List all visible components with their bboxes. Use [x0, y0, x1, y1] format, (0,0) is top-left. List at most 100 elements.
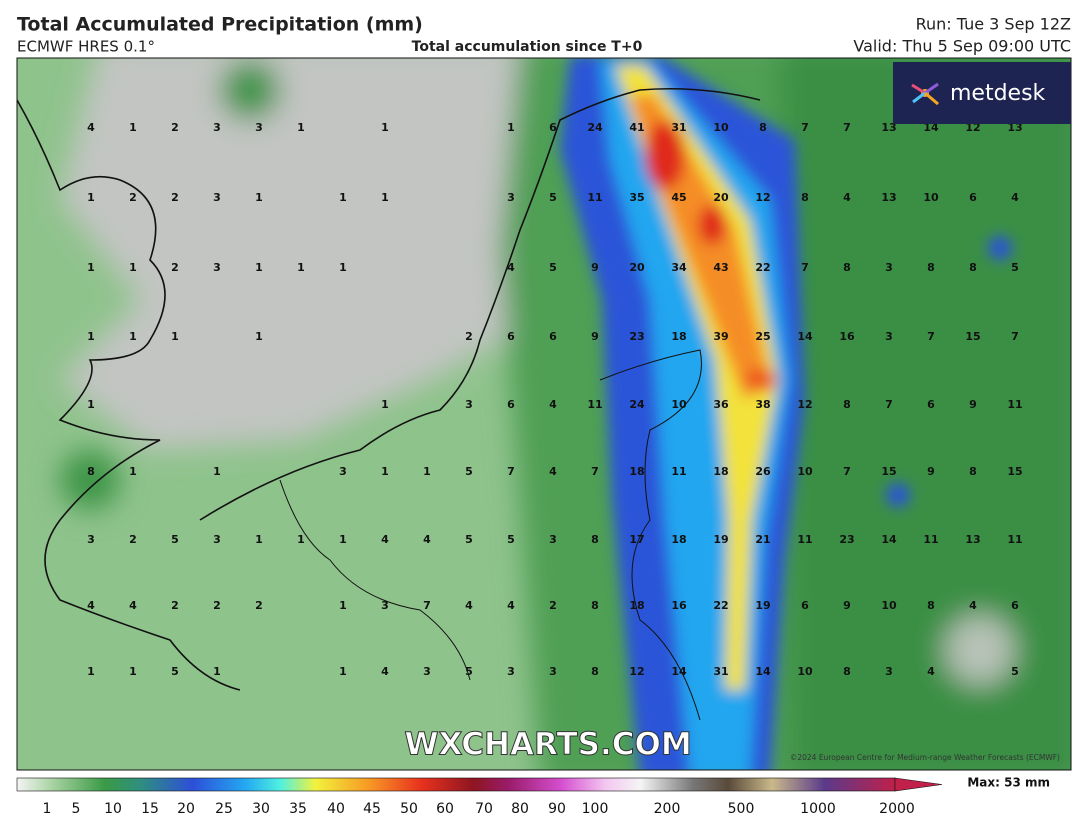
logo-icon — [911, 82, 939, 106]
grid-value: 8 — [759, 121, 767, 134]
grid-value: 25 — [755, 330, 770, 343]
grid-value: 4 — [1011, 191, 1019, 204]
grid-value: 4 — [843, 191, 851, 204]
grid-value: 5 — [465, 465, 473, 478]
grid-value: 2 — [213, 599, 221, 612]
grid-value: 1 — [213, 465, 221, 478]
grid-value: 3 — [549, 533, 557, 546]
grid-value: 18 — [671, 533, 686, 546]
grid-value: 36 — [713, 398, 729, 411]
grid-value: 1 — [339, 261, 347, 274]
grid-value: 4 — [381, 533, 389, 546]
grid-value: 1 — [129, 121, 137, 134]
grid-value: 2 — [171, 191, 179, 204]
copyright: ©2024 European Centre for Medium-range W… — [790, 753, 1060, 762]
grid-value: 4 — [507, 261, 515, 274]
grid-value: 4 — [465, 599, 473, 612]
grid-value: 3 — [213, 121, 221, 134]
band-red — [744, 368, 776, 392]
grid-value: 2 — [171, 121, 179, 134]
band-red — [698, 205, 726, 245]
grid-value: 13 — [1007, 121, 1022, 134]
grid-value: 3 — [423, 665, 431, 678]
colorbar-labels: 1 5 10 15 20 25 30 35 40 45 50 60 70 80 90 100 200 500 100… — [43, 801, 915, 817]
grid-value: 8 — [591, 599, 599, 612]
grid-value: 11 — [587, 398, 602, 411]
grid-value: 4 — [381, 665, 389, 678]
grid-value: 20 — [713, 191, 729, 204]
grid-value: 22 — [755, 261, 770, 274]
grid-value: 1 — [255, 261, 263, 274]
title: Total Accumulated Precipitation (mm) — [17, 14, 423, 36]
colorbar-label: 200 — [654, 801, 681, 817]
grid-value: 5 — [171, 533, 179, 546]
coast-continent — [199, 87, 761, 521]
colorbar-label: 100 — [582, 801, 609, 817]
grid-value: 7 — [843, 121, 851, 134]
run: Run: Tue 3 Sep 12Z — [916, 15, 1071, 34]
grid-value: 1 — [255, 191, 263, 204]
grid-value: 3 — [507, 191, 515, 204]
grid-value: 14 — [923, 121, 939, 134]
coastlines — [17, 87, 761, 721]
grid-value: 8 — [843, 261, 851, 274]
colorbar-label: 2000 — [879, 801, 915, 817]
colorbar-label: 90 — [548, 801, 566, 817]
grid-value: 12 — [629, 665, 644, 678]
grid-value: 10 — [797, 465, 813, 478]
grid-value: 15 — [1007, 465, 1022, 478]
grid-value: 3 — [213, 191, 221, 204]
logo-text: metdesk — [950, 81, 1046, 106]
grid-value: 31 — [671, 121, 686, 134]
colorbar-label: 40 — [327, 801, 345, 817]
grid-value: 14 — [881, 533, 897, 546]
grid-value: 7 — [801, 261, 809, 274]
colorbar — [16, 777, 896, 792]
grid-value: 8 — [843, 398, 851, 411]
grid-value: 5 — [465, 665, 473, 678]
grid-value: 11 — [587, 191, 602, 204]
grid-value: 12 — [755, 191, 770, 204]
grid-value: 19 — [713, 533, 728, 546]
grid-value: 10 — [713, 121, 729, 134]
max-label: Max: 53 mm — [967, 776, 1050, 790]
grid-value: 1 — [87, 261, 95, 274]
grid-value: 7 — [843, 465, 851, 478]
grid-value: 45 — [671, 191, 686, 204]
grid-value: 3 — [213, 533, 221, 546]
grid-value: 7 — [1011, 330, 1019, 343]
grid-value: 35 — [629, 191, 644, 204]
colorbar-label: 1000 — [800, 801, 836, 817]
grid-value: 8 — [927, 599, 935, 612]
grid-value: 4 — [927, 665, 935, 678]
colorbar-label: 70 — [475, 801, 493, 817]
grid-value: 43 — [713, 261, 728, 274]
grid-value: 7 — [927, 330, 935, 343]
grid-value: 23 — [839, 533, 854, 546]
grid-value: 13 — [881, 121, 896, 134]
grid-value: 8 — [801, 191, 809, 204]
spot — [60, 450, 120, 510]
grid-value: 1 — [297, 533, 305, 546]
grid-value: 5 — [1011, 261, 1019, 274]
grid-value: 2 — [549, 599, 557, 612]
grid-value: 10 — [797, 665, 813, 678]
grid-value: 1 — [129, 261, 137, 274]
grid-value: 15 — [881, 465, 896, 478]
grid-value: 1 — [87, 398, 95, 411]
dry-area — [60, 58, 520, 450]
grid-value: 2 — [465, 330, 473, 343]
grid-value: 1 — [381, 191, 389, 204]
grid-value: 1 — [255, 330, 263, 343]
grid-value: 1 — [423, 465, 431, 478]
grid-value: 24 — [629, 398, 645, 411]
colorbar-arrow — [894, 777, 943, 792]
colorbar-label: 35 — [289, 801, 307, 817]
grid-value: 1 — [381, 121, 389, 134]
grid-value: 1 — [297, 261, 305, 274]
spot-blue — [886, 483, 910, 507]
grid-value: 4 — [549, 398, 557, 411]
spot — [220, 60, 280, 120]
grid-value: 24 — [587, 121, 603, 134]
